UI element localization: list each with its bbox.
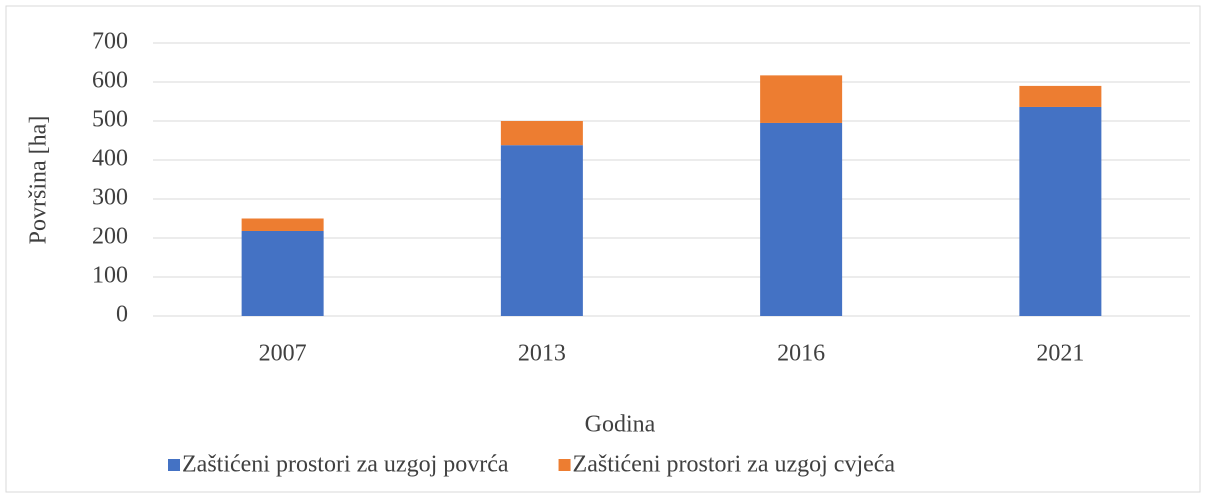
y-tick-label: 600 xyxy=(92,68,128,94)
y-tick-label: 100 xyxy=(92,263,128,289)
bar-segment xyxy=(500,145,583,316)
y-tick-label: 500 xyxy=(92,107,128,133)
bar-segment xyxy=(241,218,324,231)
y-tick-label: 200 xyxy=(92,224,128,250)
chart-border xyxy=(5,5,1201,493)
legend-label: Zaštićeni prostori za uzgoj cvjeća xyxy=(573,452,896,478)
x-axis-title: Godina xyxy=(585,412,656,438)
bar-segment xyxy=(241,230,324,316)
legend-label: Zaštićeni prostori za uzgoj povrća xyxy=(182,452,509,478)
x-tick-label: 2013 xyxy=(518,341,566,367)
bar-segment xyxy=(760,122,843,316)
bar-segment xyxy=(760,75,843,123)
y-axis-title: Površina [ha] xyxy=(26,116,52,245)
x-tick-label: 2007 xyxy=(259,341,307,367)
bar-segment xyxy=(500,121,583,146)
y-tick-label: 400 xyxy=(92,146,128,172)
y-tick-label: 700 xyxy=(92,29,128,55)
bar-segment xyxy=(1019,106,1102,317)
y-tick-label: 0 xyxy=(116,302,128,328)
bar-segment xyxy=(1019,85,1102,107)
legend-swatch xyxy=(558,459,571,471)
x-tick-label: 2021 xyxy=(1036,341,1084,367)
legend-swatch xyxy=(168,459,180,471)
x-tick-label: 2016 xyxy=(777,341,825,367)
y-tick-label: 300 xyxy=(92,185,128,211)
